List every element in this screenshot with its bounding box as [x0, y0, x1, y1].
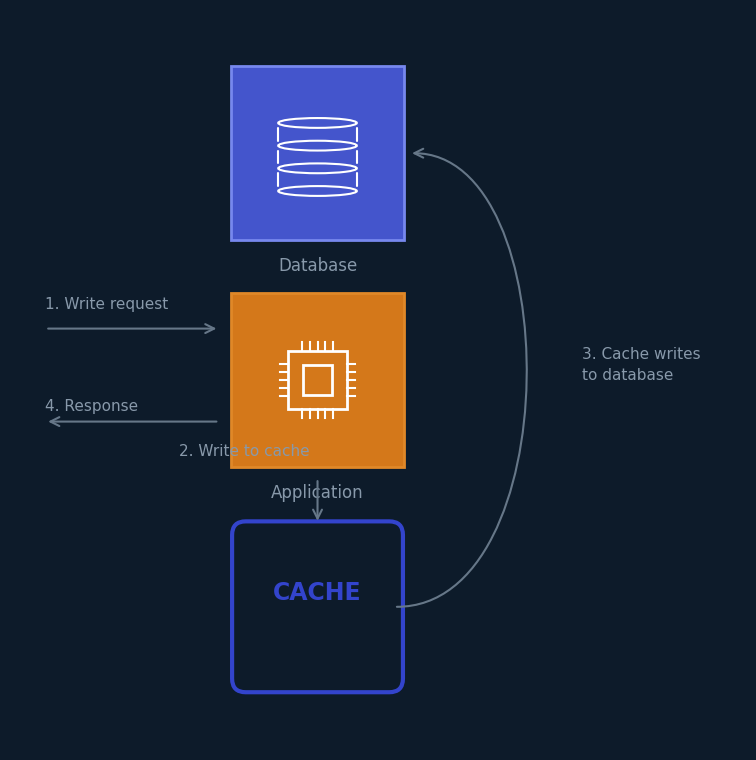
Text: 2. Write to cache: 2. Write to cache	[179, 445, 310, 459]
FancyBboxPatch shape	[231, 293, 404, 467]
Text: Database: Database	[278, 257, 357, 275]
Text: 1. Write request: 1. Write request	[45, 297, 169, 312]
FancyBboxPatch shape	[231, 66, 404, 240]
FancyBboxPatch shape	[232, 521, 403, 692]
Text: 4. Response: 4. Response	[45, 399, 138, 414]
FancyArrowPatch shape	[397, 149, 527, 606]
Text: 3. Cache writes
to database: 3. Cache writes to database	[582, 347, 701, 383]
Text: CACHE: CACHE	[273, 581, 362, 605]
Text: Application: Application	[271, 483, 364, 502]
